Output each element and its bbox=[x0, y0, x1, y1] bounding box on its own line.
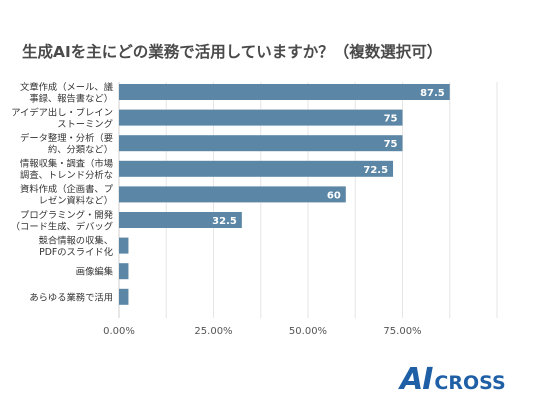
bar-value-label: 75 bbox=[384, 139, 398, 150]
bar bbox=[119, 84, 450, 100]
category-label-line: 情報収集・調査（市場 bbox=[20, 158, 113, 170]
category-label: 画像編集 bbox=[76, 266, 113, 278]
x-tick-label: 0.00% bbox=[103, 326, 135, 337]
category-label-line: アイデア出し・ブレイン bbox=[11, 106, 113, 118]
category-label-line: 画像編集 bbox=[76, 266, 113, 278]
category-label-line: レゼン資料など） bbox=[39, 195, 113, 207]
category-label-line: 文章作成（メール、議 bbox=[20, 81, 113, 93]
bar bbox=[119, 263, 129, 280]
category-label-line: ストーミング bbox=[57, 118, 113, 130]
x-tick-label: 75.00% bbox=[383, 326, 421, 337]
bar-value-label: 60 bbox=[327, 190, 341, 201]
bar bbox=[119, 237, 129, 254]
x-tick-label: 25.00% bbox=[194, 326, 232, 337]
logo-text: CROSS bbox=[434, 371, 506, 394]
category-label: 情報収集・調査（市場調査、トレンド分析な bbox=[20, 158, 113, 182]
category-label-line: 競合情報の収集、 bbox=[39, 234, 113, 246]
category-label-line: プログラミング・開発 bbox=[20, 209, 114, 221]
logo-mark: AI bbox=[400, 362, 433, 397]
category-label-line: PDFのスライド化 bbox=[39, 246, 113, 258]
category-labels: 文章作成（メール、議事録、報告書など）アイデア出し・ブレインストーミングデータ整… bbox=[11, 81, 114, 304]
chart-title: 生成AIを主にどの業務で活用していますか？（複数選択可） bbox=[22, 43, 443, 61]
x-axis-ticks: 0.00% 25.00% 50.00% 75.00% bbox=[103, 326, 421, 337]
category-label-line: 調査、トレンド分析な bbox=[20, 169, 113, 181]
category-label: 文章作成（メール、議事録、報告書など） bbox=[20, 81, 113, 105]
category-label-line: あらゆる業務で活用 bbox=[29, 291, 113, 303]
value-labels: 87.5 75 75 72.5 60 32.5 bbox=[212, 88, 445, 227]
category-label: 資料作成（企画書、プレゼン資料など） bbox=[20, 183, 114, 207]
aicross-logo: AI CROSS bbox=[400, 362, 530, 398]
bar bbox=[119, 186, 346, 203]
bar bbox=[119, 288, 129, 305]
bar-value-label: 87.5 bbox=[420, 88, 445, 99]
x-tick-label: 50.00% bbox=[289, 326, 327, 337]
category-label: あらゆる業務で活用 bbox=[29, 291, 113, 303]
bar bbox=[119, 109, 403, 126]
bar bbox=[119, 212, 242, 228]
bar-value-label: 75 bbox=[384, 114, 398, 125]
category-label-line: データ整理・分析（要 bbox=[20, 132, 113, 144]
category-label: 競合情報の収集、 PDFのスライド化 bbox=[39, 234, 113, 258]
category-label-line: 約、分類など） bbox=[48, 143, 113, 155]
category-label: アイデア出し・ブレインストーミング bbox=[11, 106, 113, 130]
category-label: プログラミング・開発（コード生成、デバッグ bbox=[11, 209, 114, 233]
category-label-line: 資料作成（企画書、プ bbox=[20, 183, 114, 195]
bars bbox=[119, 84, 450, 305]
category-label: データ整理・分析（要約、分類など） bbox=[20, 132, 113, 156]
category-label-line: （コード生成、デバッグ bbox=[11, 220, 113, 232]
category-label-line: 事録、報告書など） bbox=[29, 92, 113, 104]
bar bbox=[119, 135, 403, 152]
bar bbox=[119, 160, 394, 177]
bar-value-label: 32.5 bbox=[212, 216, 237, 227]
bar-value-label: 72.5 bbox=[363, 165, 388, 176]
